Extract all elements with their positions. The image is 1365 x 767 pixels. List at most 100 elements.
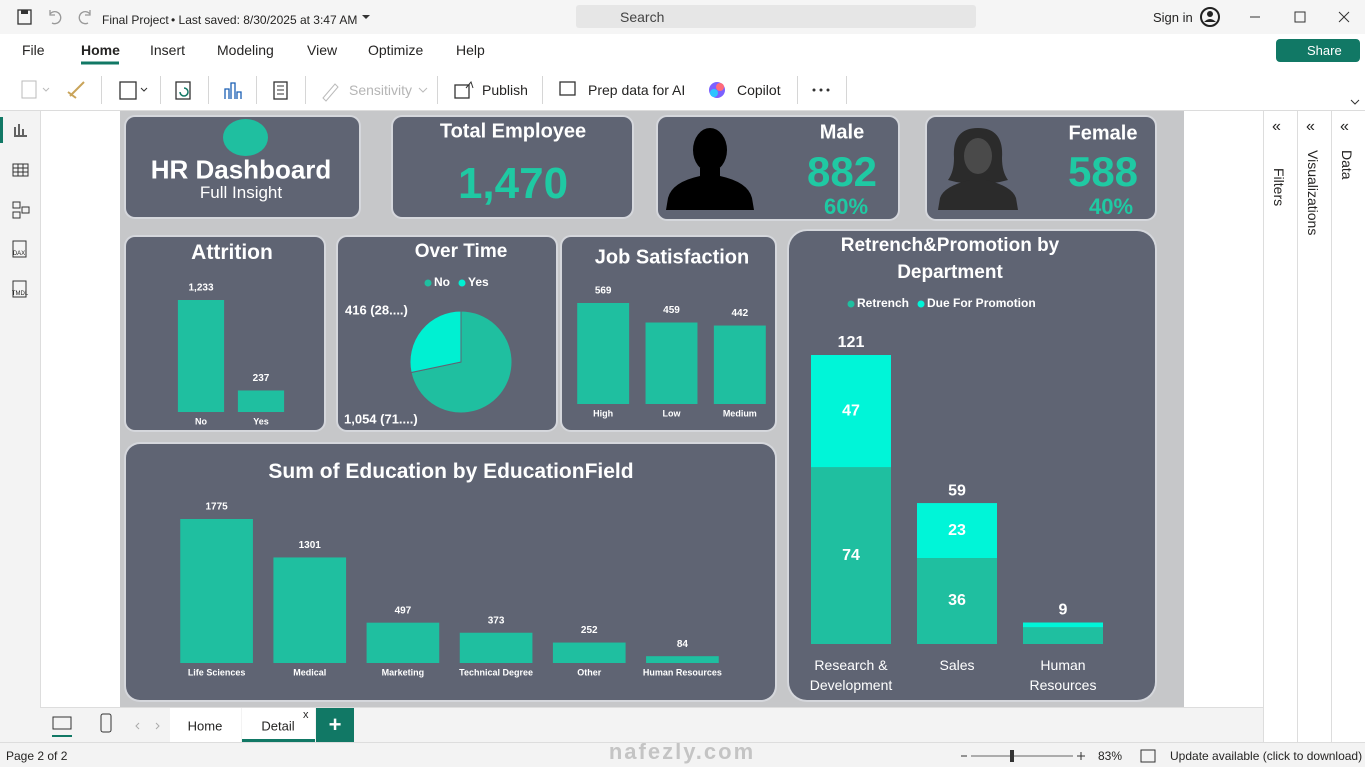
visualizations-pane[interactable]: Visualizations [1305, 150, 1321, 236]
bar [459, 632, 533, 663]
prep-data-icon[interactable] [559, 81, 576, 96]
paste-icon[interactable] [21, 80, 37, 99]
bar-segment [917, 503, 997, 559]
close-tab[interactable]: x [303, 709, 309, 721]
ribbon-separator [846, 76, 847, 104]
ribbon-border [0, 110, 1365, 111]
more-dot[interactable] [812, 88, 816, 92]
page-tab-active[interactable] [242, 708, 315, 742]
expand-pane[interactable]: « [1340, 118, 1349, 135]
mobile-layout-icon[interactable] [100, 713, 112, 733]
menu-tab[interactable]: Help [456, 42, 485, 58]
card-share: 40% [1088, 194, 1134, 219]
page-tab-label[interactable]: Detail [261, 718, 295, 734]
dax-view-icon[interactable] [12, 240, 27, 258]
publish-icon[interactable] [454, 84, 470, 99]
save-icon-detail [21, 10, 28, 14]
more-dot[interactable] [826, 88, 830, 92]
data-label: 23 [948, 522, 966, 539]
search-box[interactable] [576, 5, 976, 28]
pie-slice [409, 310, 462, 374]
refresh-arrow [179, 87, 189, 97]
menu-tab[interactable]: Home [81, 42, 120, 58]
menu-tab[interactable]: Optimize [368, 42, 424, 58]
tab-scroll-right[interactable] [155, 722, 160, 730]
page-tab[interactable] [170, 708, 241, 742]
bar-segment [1023, 622, 1103, 628]
bar [180, 519, 253, 663]
report-view-icon[interactable] [14, 124, 27, 137]
share-button[interactable] [1276, 39, 1360, 62]
bar [713, 325, 766, 404]
data-pane[interactable]: Data [1339, 150, 1355, 180]
prep-data-button[interactable]: Prep data for AI [588, 82, 686, 98]
category-label: Medium [723, 408, 757, 418]
copilot-button[interactable]: Copilot [737, 82, 781, 98]
data-label: 84 [677, 639, 689, 650]
new-measure-icon[interactable] [273, 81, 288, 100]
bar [237, 390, 285, 412]
update-notice[interactable]: Update available (click to download) [1170, 749, 1363, 763]
zoom-in[interactable] [1077, 752, 1085, 760]
female-silhouette [938, 128, 1018, 210]
share-label[interactable]: Share [1307, 43, 1342, 58]
redo-icon[interactable] [78, 10, 91, 25]
tmdl-view-icon[interactable] [12, 280, 27, 298]
refresh-icon[interactable] [175, 81, 191, 100]
more-dot[interactable] [819, 88, 823, 92]
format-painter-icon[interactable] [67, 81, 85, 99]
visual-title: Retrench&Promotion by Department [840, 235, 1060, 283]
maximize-button[interactable] [1294, 11, 1306, 23]
table-view-icon[interactable] [12, 163, 29, 177]
sign-in[interactable]: Sign in [1153, 10, 1193, 25]
card-value: 882 [806, 148, 878, 195]
legend-label: No [434, 275, 450, 289]
total-card [393, 117, 632, 217]
desktop-layout-icon[interactable] [52, 716, 72, 730]
zoom-thumb[interactable] [1010, 750, 1014, 762]
menu-tab[interactable]: File [22, 42, 45, 58]
dropdown-icon[interactable] [362, 15, 370, 19]
pane-divider [1297, 111, 1298, 742]
tab-scroll-left[interactable] [135, 722, 140, 730]
fit-page-icon[interactable] [1140, 749, 1156, 763]
menu-tab[interactable]: View [307, 42, 338, 58]
bar [366, 622, 440, 663]
new-visual-icon[interactable] [224, 82, 242, 99]
model-view-icon[interactable] [12, 201, 21, 209]
category-label: Life Sciences [188, 667, 246, 677]
legend-swatch [458, 279, 466, 287]
ribbon-separator [305, 76, 306, 104]
bar [646, 656, 719, 663]
visual-title: Job Satisfaction [594, 246, 750, 269]
card-label: Male [819, 121, 865, 144]
category-label: Human Resources [643, 667, 722, 677]
page-tab-label[interactable]: Home [187, 718, 223, 734]
expand-pane[interactable]: « [1272, 118, 1281, 135]
avatar-icon[interactable] [1200, 7, 1220, 27]
close-button[interactable] [1338, 11, 1350, 23]
sensitivity-button: Sensitivity [349, 82, 413, 98]
last-saved: • Last saved: 8/30/2025 at 3:47 AM [171, 13, 358, 27]
get-data-icon[interactable] [119, 81, 137, 100]
ribbon-collapse[interactable] [1350, 99, 1360, 105]
zoom-controls [961, 749, 1156, 763]
expand-pane[interactable]: « [1306, 118, 1315, 135]
filters-pane[interactable]: Filters [1271, 168, 1287, 207]
chrome-icons [1, 7, 1364, 110]
add-page-button[interactable]: + [316, 708, 354, 742]
paste-chevron [42, 87, 50, 92]
search-placeholder[interactable]: Search [620, 9, 665, 25]
table-view-grid [13, 164, 28, 176]
publish-arrow [465, 80, 474, 89]
undo-icon[interactable] [49, 10, 62, 25]
card-label: Female [1068, 122, 1138, 145]
menu-tab[interactable]: Insert [150, 42, 186, 58]
ribbon-separator [797, 76, 798, 104]
publish-button[interactable]: Publish [482, 82, 528, 98]
legend-label: Retrench [857, 296, 909, 310]
ribbon-separator [542, 76, 543, 104]
card-value: 1,470 [457, 159, 569, 208]
data-label: 252 [581, 625, 598, 636]
menu-tab[interactable]: Modeling [217, 42, 274, 58]
